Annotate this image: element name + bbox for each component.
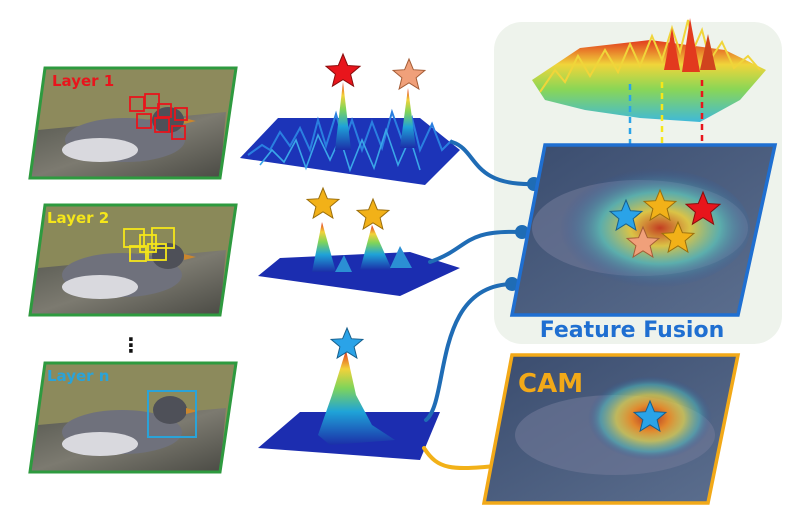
star-icon-blue: [632, 399, 668, 433]
ellipsis: ⋮: [121, 333, 141, 357]
cam-heatmap-image: [481, 353, 741, 505]
star-icon-peach: [625, 225, 661, 259]
fusion-heatmap-image: [509, 143, 778, 317]
layer-1-photo: [28, 66, 238, 180]
layer-2-label: Layer 2: [47, 209, 109, 227]
star-icon-orange: [642, 188, 678, 222]
layer-2-boxes: [123, 227, 175, 262]
layer-1-label: Layer 1: [52, 72, 114, 90]
star-icon-red: [684, 190, 722, 226]
fused-response-surface: [532, 18, 766, 122]
response-surface-2: [258, 222, 460, 296]
response-surface-1: [240, 82, 460, 185]
peak-2b: [360, 225, 392, 270]
star-icon-blue: [329, 326, 365, 360]
heatmap-overlay-icon: [550, 168, 750, 288]
peak-1b: [400, 88, 416, 148]
layer-n-box: [147, 390, 197, 438]
layer-n-label: Layer n: [47, 367, 109, 385]
layer-n-photo: [28, 361, 238, 474]
connectors: [422, 140, 536, 471]
star-icon-orange: [660, 220, 696, 254]
star-icon-red: [324, 52, 362, 88]
star-icon-orange: [355, 197, 391, 231]
star-markers: [305, 52, 427, 360]
peak-2a: [312, 222, 336, 272]
star-icon-peach: [391, 57, 427, 91]
layer-2-photo: [28, 203, 238, 317]
cam-label: CAM: [518, 369, 583, 399]
peak-1a: [335, 82, 351, 150]
peak-n: [318, 350, 395, 445]
star-icon-orange: [305, 186, 341, 220]
response-surface-n: [258, 350, 440, 460]
feature-fusion-label: Feature Fusion: [540, 318, 725, 343]
layer-1-boxes: [129, 93, 188, 140]
connector-dot: [515, 225, 529, 239]
connector-dot: [505, 277, 519, 291]
star-icon-blue: [608, 198, 644, 232]
